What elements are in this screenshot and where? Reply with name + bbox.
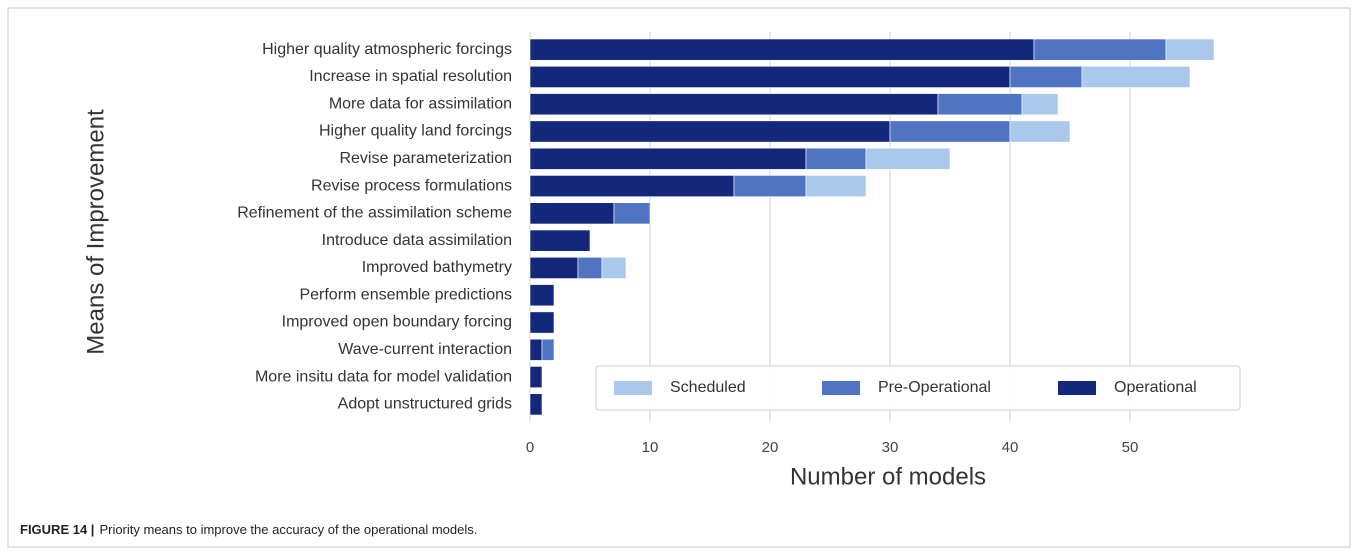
y-tick-label: Adopt unstructured grids: [338, 396, 512, 413]
bar-segment: [529, 366, 543, 389]
bar-segment: [613, 202, 651, 225]
bar-segment: [1033, 38, 1167, 61]
bar-segment: [577, 256, 603, 279]
bar-segment: [1009, 65, 1083, 88]
legend-swatch: [822, 381, 860, 395]
bar-segment: [541, 338, 555, 361]
legend-label: Operational: [1114, 379, 1197, 396]
y-tick-label: More data for assimilation: [329, 95, 512, 112]
x-tick-label: 20: [762, 439, 779, 456]
y-tick-label: Increase in spatial resolution: [309, 68, 512, 85]
legend-box: [595, 365, 1241, 411]
y-tick-label: Higher quality land forcings: [319, 123, 512, 140]
bar-segment: [1009, 120, 1071, 143]
bar-segment: [805, 147, 867, 170]
y-tick-label: Introduce data assimilation: [322, 232, 512, 249]
bar-segment: [529, 175, 735, 198]
bar-segment: [529, 202, 615, 225]
caption-label: FIGURE 14 |: [20, 522, 94, 537]
bar-segment: [937, 93, 1023, 116]
bar-segment: [889, 120, 1011, 143]
y-tick-label: More insitu data for model validation: [255, 368, 512, 385]
y-tick-label: Refinement of the assimilation scheme: [237, 205, 512, 222]
bar-segment: [865, 147, 951, 170]
bar-segment: [1165, 38, 1215, 61]
y-tick-label: Perform ensemble predictions: [299, 286, 512, 303]
bar-segment: [733, 175, 807, 198]
caption-text: Priority means to improve the accuracy o…: [99, 522, 477, 537]
x-tick-label: 10: [642, 439, 659, 456]
y-tick-label: Improved open boundary forcing: [282, 314, 512, 331]
figure-frame: [7, 7, 1351, 548]
x-tick-label: 40: [1002, 439, 1019, 456]
y-tick-label: Revise parameterization: [339, 150, 512, 167]
y-tick-label: Revise process formulations: [311, 177, 512, 194]
legend-label: Scheduled: [670, 379, 746, 396]
bar-segment: [529, 311, 555, 334]
caption: FIGURE 14 | Priority means to improve the…: [20, 522, 477, 537]
bar-segment: [1081, 65, 1191, 88]
x-tick-label: 0: [526, 439, 534, 456]
bar-segment: [1021, 93, 1059, 116]
bar-segment: [529, 256, 579, 279]
bar-segment: [529, 393, 543, 416]
y-axis-label: Means of Improvement: [82, 109, 109, 355]
bar-segment: [529, 38, 1035, 61]
y-tick-label: Higher quality atmospheric forcings: [262, 41, 512, 58]
bar-segment: [601, 256, 627, 279]
x-tick-label: 30: [882, 439, 899, 456]
y-tick-label: Improved bathymetry: [362, 259, 512, 276]
bar-segment: [529, 284, 555, 307]
x-tick-label: 50: [1122, 439, 1139, 456]
legend-label: Pre-Operational: [878, 379, 991, 396]
bar-segment: [529, 338, 543, 361]
bar-segment: [529, 229, 591, 252]
bar-segment: [805, 175, 867, 198]
legend-swatch: [614, 381, 652, 395]
bar-segment: [529, 147, 807, 170]
x-axis-label: Number of models: [790, 463, 986, 490]
bar-segment: [529, 65, 1011, 88]
y-tick-label: Wave-current interaction: [338, 341, 512, 358]
bar-segment: [529, 120, 891, 143]
bar-segment: [529, 93, 939, 116]
legend-swatch: [1058, 381, 1096, 395]
